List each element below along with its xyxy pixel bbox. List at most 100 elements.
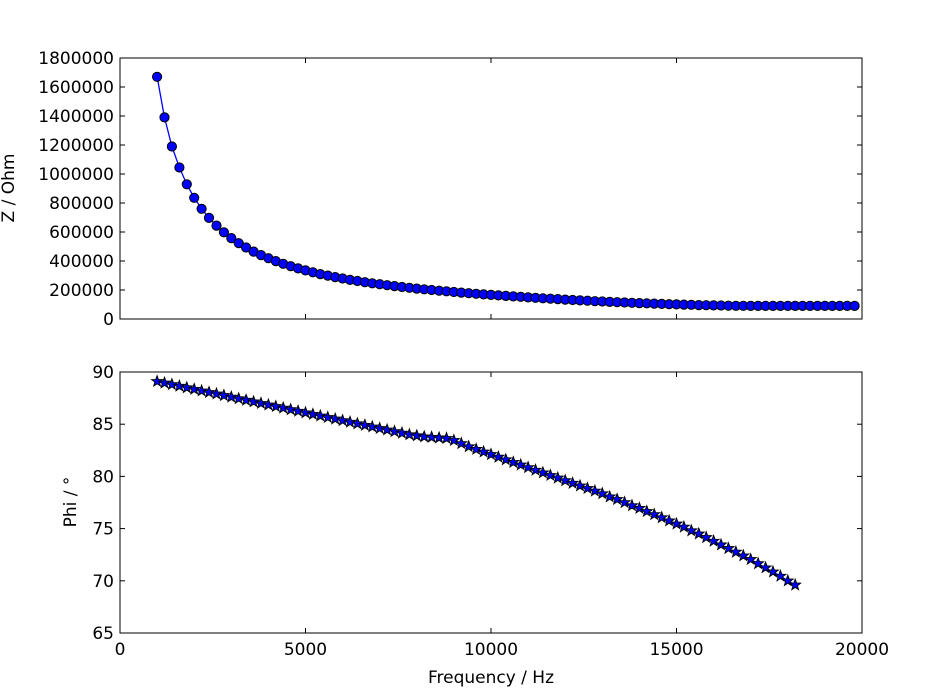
phase-xtick-label: 10000 xyxy=(464,640,518,660)
phase-series-line xyxy=(156,380,796,586)
impedance-ytick-label: 1200000 xyxy=(38,136,114,156)
impedance-data-point xyxy=(181,179,192,190)
phase-panel: 65 70 75 80 85 90 0 5000 10000 15000 20000 Phi / … xyxy=(61,363,889,688)
impedance-ytick-label: 1000000 xyxy=(38,165,114,185)
phase-data-point xyxy=(461,439,476,453)
phase-data-point xyxy=(551,470,565,484)
phase-data-point xyxy=(217,388,231,402)
phase-data-point xyxy=(721,541,736,555)
impedance-panel: 0 200000 400000 600000 800000 1000000 1200000 1… xyxy=(0,49,863,330)
phase-axes-frame xyxy=(119,371,863,634)
phase-data-point xyxy=(187,382,201,395)
phase-ytick-label: 85 xyxy=(92,415,114,435)
phase-data-point xyxy=(283,402,298,416)
phase-ylabel: Phi / ° xyxy=(61,477,81,528)
phase-data-point xyxy=(358,418,372,431)
phase-data-point xyxy=(528,462,543,476)
phase-data-point xyxy=(372,421,387,435)
phase-data-point xyxy=(788,577,802,591)
impedance-ytick-label: 1600000 xyxy=(38,78,114,98)
phase-data-point xyxy=(447,433,461,447)
phase-xtick-label: 20000 xyxy=(835,640,889,660)
phase-data-point xyxy=(684,523,699,537)
phase-data-point xyxy=(439,431,454,445)
impedance-data-point xyxy=(152,71,163,82)
phase-data-point xyxy=(410,428,424,442)
impedance-data-point xyxy=(849,300,860,311)
impedance-ytick-label: 1800000 xyxy=(38,49,114,69)
phase-data-point xyxy=(632,501,647,514)
phase-data-point xyxy=(729,545,743,558)
phase-data-point xyxy=(231,391,246,405)
phase-ytick-label: 80 xyxy=(92,467,114,487)
impedance-axes-frame xyxy=(119,57,863,320)
phase-data-point xyxy=(476,444,491,458)
phase-data-point xyxy=(588,483,602,497)
phase-ytick-label: 65 xyxy=(92,624,114,644)
phase-data-point xyxy=(499,452,513,466)
impedance-ytick-label: 800000 xyxy=(49,194,114,214)
phase-data-point xyxy=(513,457,528,471)
phase-data-point xyxy=(699,530,713,544)
phase-data-point xyxy=(180,380,194,394)
impedance-ylabel: Z / Ohm xyxy=(0,154,19,223)
phase-data-point xyxy=(751,556,765,570)
phase-data-point xyxy=(773,568,788,582)
phase-data-point xyxy=(610,492,624,506)
phase-data-point xyxy=(306,407,320,421)
phase-data-point xyxy=(269,399,283,413)
phase-data-point xyxy=(209,386,224,400)
phase-data-point xyxy=(320,410,335,424)
phase-data-point xyxy=(714,537,728,551)
impedance-series-line xyxy=(156,76,855,307)
phase-data-point xyxy=(380,422,394,436)
impedance-data-point xyxy=(218,227,229,238)
phase-data-point xyxy=(298,405,313,419)
phase-data-point xyxy=(365,419,380,433)
phase-data-point xyxy=(469,442,483,455)
phase-data-point xyxy=(662,513,676,527)
phase-data-point xyxy=(617,495,632,509)
phase-ytick-label: 90 xyxy=(92,363,114,383)
phase-data-point xyxy=(313,408,328,422)
phase-xtick-label: 15000 xyxy=(649,640,703,660)
phase-data-point xyxy=(521,460,535,474)
phase-data-point xyxy=(766,564,780,578)
phase-data-point xyxy=(758,560,773,574)
impedance-data-point xyxy=(159,112,170,123)
phase-data-point xyxy=(335,413,350,427)
phase-ytick-label: 75 xyxy=(92,520,114,540)
phase-ytick-label: 70 xyxy=(92,572,114,592)
phase-data-point xyxy=(261,397,276,411)
phase-ytick-labels: 65 70 75 80 85 90 xyxy=(92,363,114,644)
phase-data-point xyxy=(224,389,239,403)
impedance-data-point xyxy=(211,220,222,231)
phase-data-point xyxy=(781,573,795,587)
phase-data-point xyxy=(276,400,291,414)
phase-data-point xyxy=(669,516,684,530)
impedance-data-point xyxy=(233,238,244,249)
phase-data-point xyxy=(677,519,691,533)
phase-data-point xyxy=(654,510,669,524)
phase-data-point xyxy=(573,478,587,492)
phase-data-point xyxy=(239,393,253,406)
phase-data-point xyxy=(172,379,187,392)
phase-xtick-label: 0 xyxy=(115,640,126,660)
phase-data-point xyxy=(194,383,209,397)
phase-data-point xyxy=(157,375,172,389)
phase-data-point xyxy=(484,447,498,461)
impedance-data-point xyxy=(226,233,237,244)
phase-data-point xyxy=(202,385,216,399)
impedance-data-point xyxy=(174,162,185,173)
phase-data-point xyxy=(640,504,654,518)
phase-xtick-labels: 0 5000 10000 15000 20000 xyxy=(115,640,889,660)
phase-data-point xyxy=(424,430,439,443)
impedance-data-point xyxy=(166,141,177,152)
impedance-ytick-labels: 0 200000 400000 600000 800000 1000000 1200000 1… xyxy=(38,49,114,330)
impedance-ytick-label: 600000 xyxy=(49,223,114,243)
phase-data-point xyxy=(328,411,342,425)
phase-data-point xyxy=(506,455,521,469)
phase-data-point xyxy=(736,548,751,562)
phase-data-point xyxy=(291,403,305,417)
impedance-data-point xyxy=(189,192,200,203)
